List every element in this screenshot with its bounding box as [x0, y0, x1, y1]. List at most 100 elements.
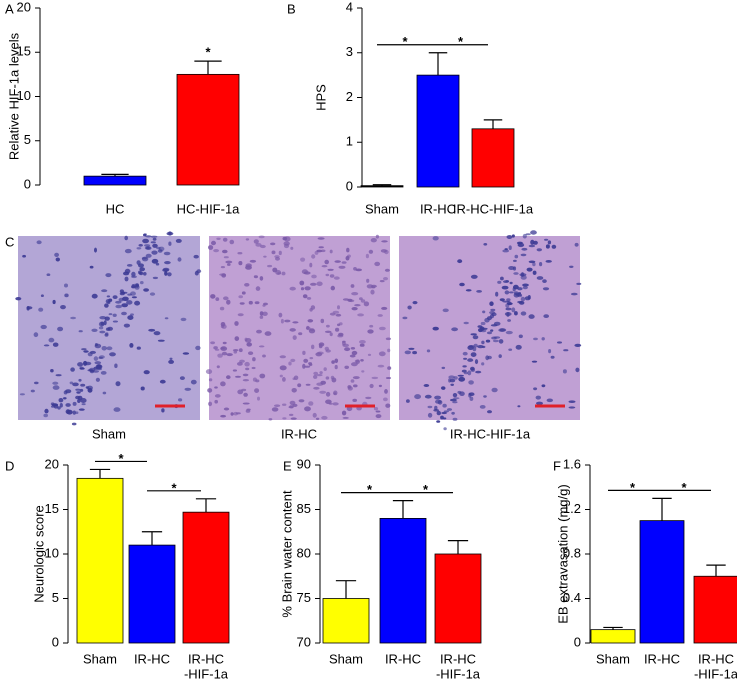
bar	[128, 544, 176, 644]
nucleus	[245, 238, 250, 241]
nucleus	[205, 369, 213, 375]
nucleus	[353, 384, 358, 388]
nucleus	[127, 293, 132, 296]
nucleus	[490, 308, 496, 312]
nucleus	[121, 311, 127, 316]
nucleus	[332, 402, 339, 406]
nucleus	[407, 305, 412, 310]
nucleus	[105, 327, 111, 331]
nucleus	[427, 405, 433, 409]
nucleus	[349, 354, 356, 358]
nucleus	[533, 387, 538, 391]
nucleus	[470, 274, 478, 279]
nucleus	[344, 365, 350, 369]
nucleus	[256, 329, 262, 334]
nucleus	[452, 393, 458, 398]
nucleus	[434, 395, 441, 400]
nucleus	[94, 343, 98, 347]
nucleus	[81, 403, 86, 406]
x-tick-label: -HIF-1a	[694, 666, 737, 681]
micrograph-caption: Sham	[92, 426, 126, 441]
nucleus	[259, 311, 264, 316]
nucleus	[222, 249, 228, 254]
nucleus	[109, 352, 116, 357]
nucleus	[467, 358, 474, 362]
bar	[639, 520, 685, 644]
nucleus	[281, 271, 286, 276]
nucleus	[311, 254, 316, 259]
nucleus	[161, 408, 165, 413]
nucleus	[220, 414, 227, 418]
nucleus	[427, 412, 433, 418]
y-tick-label: 20	[45, 456, 59, 471]
x-tick-label: Sham	[365, 201, 399, 216]
nucleus	[220, 322, 226, 327]
nucleus	[320, 318, 325, 324]
nucleus	[252, 357, 256, 362]
nucleus	[543, 314, 549, 318]
nucleus	[207, 388, 213, 393]
nucleus	[530, 239, 535, 245]
nucleus	[80, 383, 86, 387]
nucleus	[223, 296, 229, 301]
y-tick-label: 0	[574, 634, 581, 649]
nucleus	[99, 355, 105, 359]
nucleus	[498, 354, 502, 358]
nucleus	[105, 299, 111, 304]
nucleus	[124, 268, 131, 274]
bar	[379, 518, 427, 644]
nucleus	[359, 343, 365, 347]
nucleus	[282, 403, 287, 406]
y-tick-label: 2	[346, 89, 353, 104]
nucleus	[311, 344, 315, 350]
nucleus	[506, 298, 511, 302]
nucleus	[359, 297, 363, 301]
nucleus	[463, 321, 469, 325]
nucleus	[500, 276, 504, 281]
nucleus	[292, 403, 298, 407]
y-tick-label: 4	[346, 0, 353, 14]
x-tick-label: IR-HC	[440, 651, 476, 666]
nucleus	[318, 343, 323, 349]
nucleus	[367, 329, 374, 334]
y-tick-label: 1.2	[563, 501, 581, 516]
nucleus	[50, 369, 54, 373]
nucleus	[426, 349, 431, 353]
nucleus	[355, 268, 363, 272]
nucleus	[475, 370, 482, 374]
nucleus	[259, 373, 266, 379]
nucleus	[46, 273, 51, 277]
nucleus	[78, 330, 83, 333]
y-tick-label: 3	[346, 44, 353, 59]
y-tick-label: 0	[346, 178, 353, 193]
nucleus	[151, 258, 159, 264]
nucleus	[314, 250, 319, 255]
micrograph	[399, 236, 580, 420]
nucleus	[526, 267, 533, 272]
nucleus	[452, 401, 458, 404]
nucleus	[220, 346, 228, 351]
nucleus	[522, 233, 527, 239]
nucleus	[326, 324, 330, 328]
bar	[76, 477, 124, 644]
nucleus	[387, 366, 392, 370]
nucleus	[520, 275, 527, 280]
nucleus	[145, 235, 152, 238]
nucleus	[470, 352, 477, 357]
nucleus	[373, 407, 379, 411]
nucleus	[482, 310, 486, 314]
nucleus	[222, 237, 228, 242]
nucleus	[380, 249, 387, 253]
nucleus	[168, 231, 172, 236]
nucleus	[446, 408, 453, 411]
nucleus	[499, 298, 505, 302]
nucleus	[126, 264, 133, 267]
nucleus	[297, 383, 302, 388]
nucleus	[472, 335, 479, 340]
nucleus	[485, 355, 490, 361]
nucleus	[520, 311, 527, 316]
nucleus	[512, 287, 516, 292]
y-tick-label: 10	[45, 545, 59, 560]
nucleus	[262, 304, 266, 307]
nucleus	[316, 374, 323, 377]
